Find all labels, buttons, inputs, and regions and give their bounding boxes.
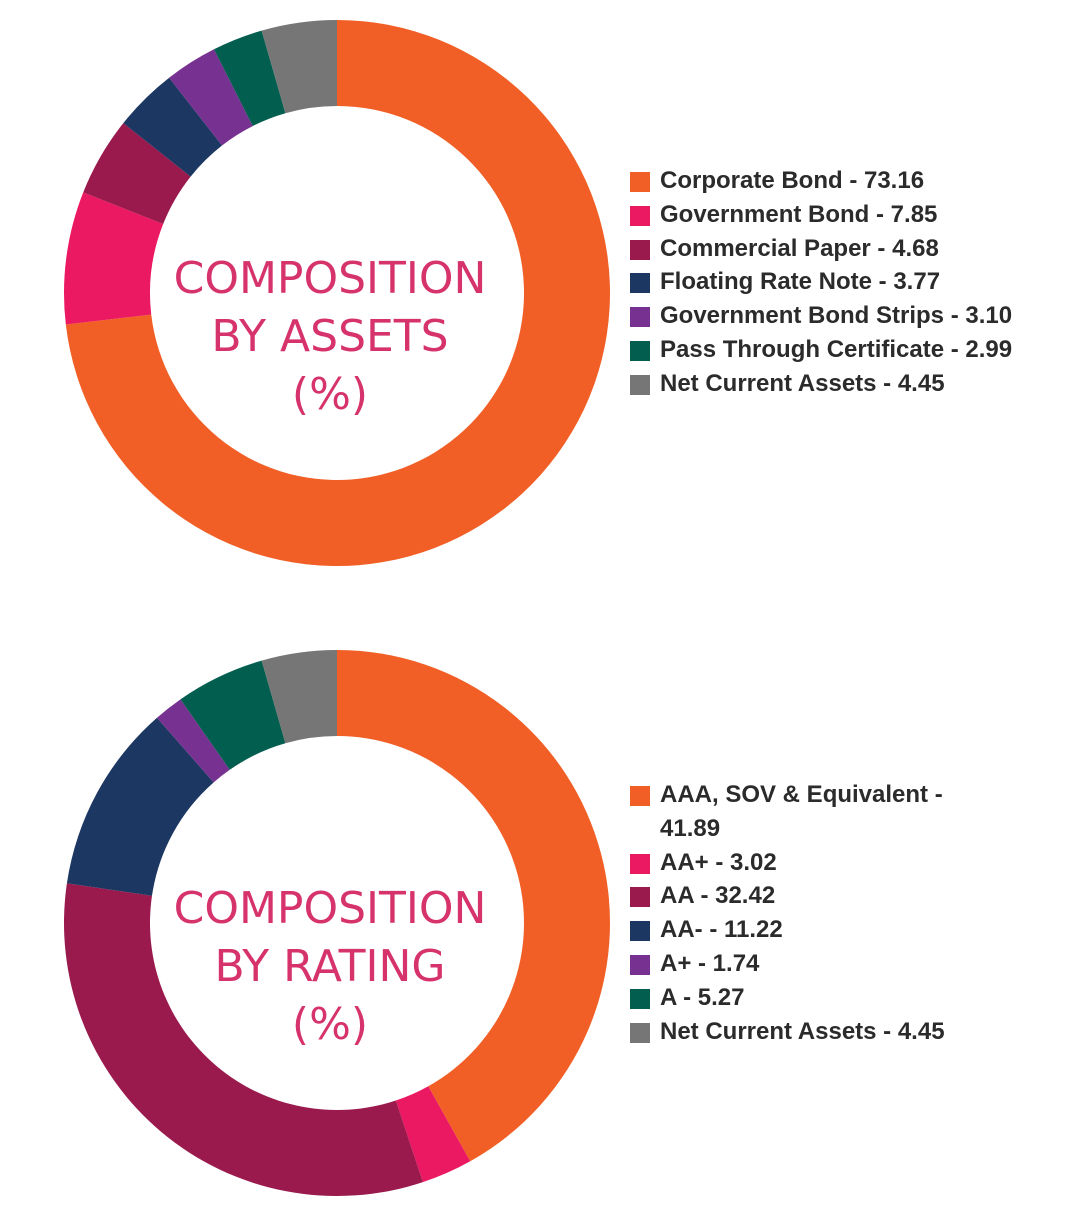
legend-swatch xyxy=(630,853,650,874)
assets-legend: Corporate Bond - 73.16 Government Bond -… xyxy=(630,164,1070,401)
rating-center-line-2: BY RATING xyxy=(214,941,446,992)
assets-center-line-3: (%) xyxy=(291,369,369,420)
legend-swatch xyxy=(630,786,650,806)
slice-net-current-assets xyxy=(261,20,337,114)
legend-swatch xyxy=(630,273,650,294)
legend-label: Government Bond Strips - 3.10 xyxy=(660,302,1013,330)
slice-floating-rate-note xyxy=(123,77,223,177)
legend-label: Government Bond - 7.85 xyxy=(660,200,938,228)
legend-swatch xyxy=(630,374,650,395)
legend-label: A - 5.27 xyxy=(660,983,745,1011)
legend-swatch xyxy=(630,340,650,361)
legend-swatch xyxy=(630,887,650,908)
slice-aa xyxy=(64,883,423,1196)
legend-item-corporate-bond: Corporate Bond - 73.16 xyxy=(630,164,1070,198)
legend-swatch xyxy=(630,1022,650,1043)
legend-swatch xyxy=(630,172,650,192)
legend-item-a-plus: A+ - 1.74 xyxy=(630,947,1070,981)
assets-center-title: COMPOSITION BY ASSETS (%) xyxy=(150,250,510,424)
legend-label: AA- - 11.22 xyxy=(660,916,783,944)
legend-item-commercial-paper: Commercial Paper - 4.68 xyxy=(630,232,1070,266)
legend-label: Pass Through Certificate - 2.99 xyxy=(660,335,1013,363)
assets-center-line-1: COMPOSITION xyxy=(173,253,487,304)
legend-label: Floating Rate Note - 3.77 xyxy=(660,268,941,296)
legend-item-net-current-assets: Net Current Assets - 4.45 xyxy=(630,367,1070,401)
slice-government-bond-strips xyxy=(169,49,253,146)
legend-label: Corporate Bond - 73.16 xyxy=(660,167,925,194)
legend-label: A+ - 1.74 xyxy=(660,949,760,977)
assets-center-line-2: BY ASSETS xyxy=(211,311,449,362)
legend-swatch xyxy=(630,239,650,260)
legend-item-a: A - 5.27 xyxy=(630,981,1070,1015)
legend-label: AAA, SOV & Equivalent - 41.89 xyxy=(660,781,943,842)
legend-swatch xyxy=(630,205,650,226)
composition-by-rating-donut xyxy=(64,650,610,1196)
legend-item-aa-plus: AA+ - 3.02 xyxy=(630,846,1070,880)
legend-label: Net Current Assets - 4.45 xyxy=(660,369,945,397)
slice-corporate-bond xyxy=(65,20,611,567)
slice-a xyxy=(180,660,286,770)
legend-item-aa-minus: AA- - 11.22 xyxy=(630,913,1070,947)
slice-net-current-assets xyxy=(261,650,337,744)
slice-government-bond xyxy=(64,192,164,325)
slice-aaa-sov-equivalent xyxy=(337,650,610,1162)
slice-aa xyxy=(66,717,214,896)
legend-swatch xyxy=(630,954,650,975)
legend-item-pass-through-certificate: Pass Through Certificate - 2.99 xyxy=(630,333,1070,367)
slice-aa-plus xyxy=(395,1086,471,1183)
legend-swatch xyxy=(630,988,650,1009)
slice-commercial-paper xyxy=(83,123,191,225)
rating-center-line-1: COMPOSITION xyxy=(173,883,487,934)
legend-item-floating-rate-note: Floating Rate Note - 3.77 xyxy=(630,265,1070,299)
legend-swatch xyxy=(630,307,650,328)
legend-item-government-bond-strips: Government Bond Strips - 3.10 xyxy=(630,299,1070,333)
composition-by-assets-donut xyxy=(64,20,611,567)
legend-swatch xyxy=(630,921,650,942)
legend-item-government-bond: Government Bond - 7.85 xyxy=(630,198,1070,232)
legend-label: Net Current Assets - 4.45 xyxy=(660,1017,945,1045)
legend-item-net-current-assets: Net Current Assets - 4.45 xyxy=(630,1015,1070,1049)
slice-pass-through-certificate xyxy=(213,30,286,127)
legend-label: AA - 32.42 xyxy=(660,882,776,910)
legend-label: Commercial Paper - 4.68 xyxy=(660,234,939,262)
rating-center-title: COMPOSITION BY RATING (%) xyxy=(150,880,510,1054)
legend-label: AA+ - 3.02 xyxy=(660,848,777,876)
legend-item-aaa-sov-equivalent: AAA, SOV & Equivalent - 41.89 xyxy=(630,778,990,846)
legend-item-aa: AA - 32.42 xyxy=(630,879,1070,913)
slice-a-plus xyxy=(156,699,230,783)
rating-center-line-3: (%) xyxy=(291,999,369,1050)
rating-legend: AAA, SOV & Equivalent - 41.89 AA+ - 3.02… xyxy=(630,778,1070,1048)
